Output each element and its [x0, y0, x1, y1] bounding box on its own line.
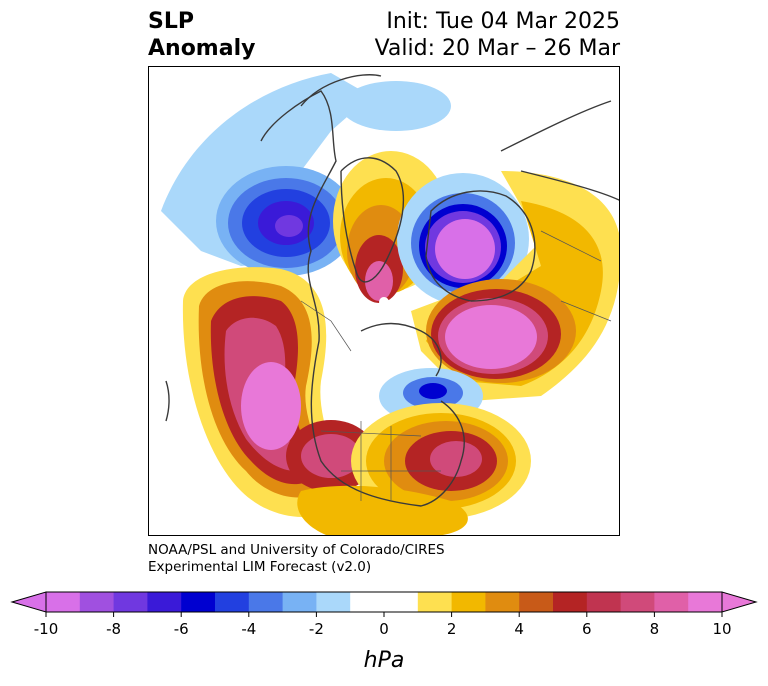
anomaly-map [148, 66, 620, 536]
colorbar-tick-label: 8 [650, 620, 660, 638]
colorbar-cell [553, 592, 588, 612]
credit-line-2: Experimental LIM Forecast (v2.0) [148, 559, 372, 575]
colorbar-ticks: -10 -8 -6 -4 -2 0 2 4 6 8 10 [34, 612, 732, 638]
forecast-dates: Init: Tue 04 Mar 2025 Valid: 20 Mar – 26… [375, 8, 620, 62]
colorbar-cell [46, 592, 81, 612]
valid-range: Valid: 20 Mar – 26 Mar [374, 36, 620, 61]
credit-line-1: NOAA/PSL and University of Colorado/CIRE… [148, 542, 445, 558]
colorbar-tick-label: -8 [106, 620, 121, 638]
colorbar-cell [586, 592, 622, 612]
colorbar-under-arrow [10, 591, 47, 613]
colorbar-cell [451, 592, 486, 612]
colorbar-cell [384, 592, 419, 612]
colorbar-cell [215, 592, 250, 612]
title-line-2: Anomaly [148, 36, 256, 61]
colorbar-cell [248, 592, 284, 612]
colorbar-cell [417, 592, 453, 612]
credit-text: NOAA/PSL and University of Colorado/CIRE… [148, 542, 445, 576]
colorbar-over-arrow [721, 591, 758, 613]
colorbar-tick-label: 4 [514, 620, 524, 638]
colorbar-tick-label: -6 [174, 620, 189, 638]
colorbar-cell [316, 592, 351, 612]
colorbar-cell [620, 592, 655, 612]
colorbar-cell [147, 592, 182, 612]
colorbar-tick-label: -4 [241, 620, 256, 638]
colorbar: -10 -8 -6 -4 -2 0 2 4 6 8 10 [10, 591, 758, 638]
colorbar-tick-label: 0 [379, 620, 389, 638]
colorbar-cell [79, 592, 115, 612]
init-date: Init: Tue 04 Mar 2025 [386, 9, 620, 34]
colorbar-cell [282, 592, 317, 612]
colorbar-cell [688, 592, 723, 612]
map-title: SLP Anomaly [148, 8, 255, 62]
anomaly-shading [161, 73, 619, 535]
colorbar-unit-label: hPa [363, 648, 405, 673]
colorbar-cell [181, 592, 216, 612]
colorbar-tick-label: -2 [309, 620, 324, 638]
title-line-1: SLP [148, 9, 194, 34]
colorbar-cell [485, 592, 520, 612]
coastlines [165, 74, 619, 507]
colorbar-cell [350, 592, 385, 612]
colorbar-cell [113, 592, 148, 612]
colorbar-tick-label: -10 [34, 620, 59, 638]
colorbar-tick-label: 10 [712, 620, 731, 638]
colorbar-tick-label: 6 [582, 620, 592, 638]
borders [300, 230, 612, 501]
colorbar-tick-label: 2 [447, 620, 457, 638]
colorbar-cell [519, 592, 554, 612]
north-pole-marker [379, 297, 389, 307]
colorbar-cell [654, 592, 689, 612]
colorbar-cells [46, 592, 723, 612]
